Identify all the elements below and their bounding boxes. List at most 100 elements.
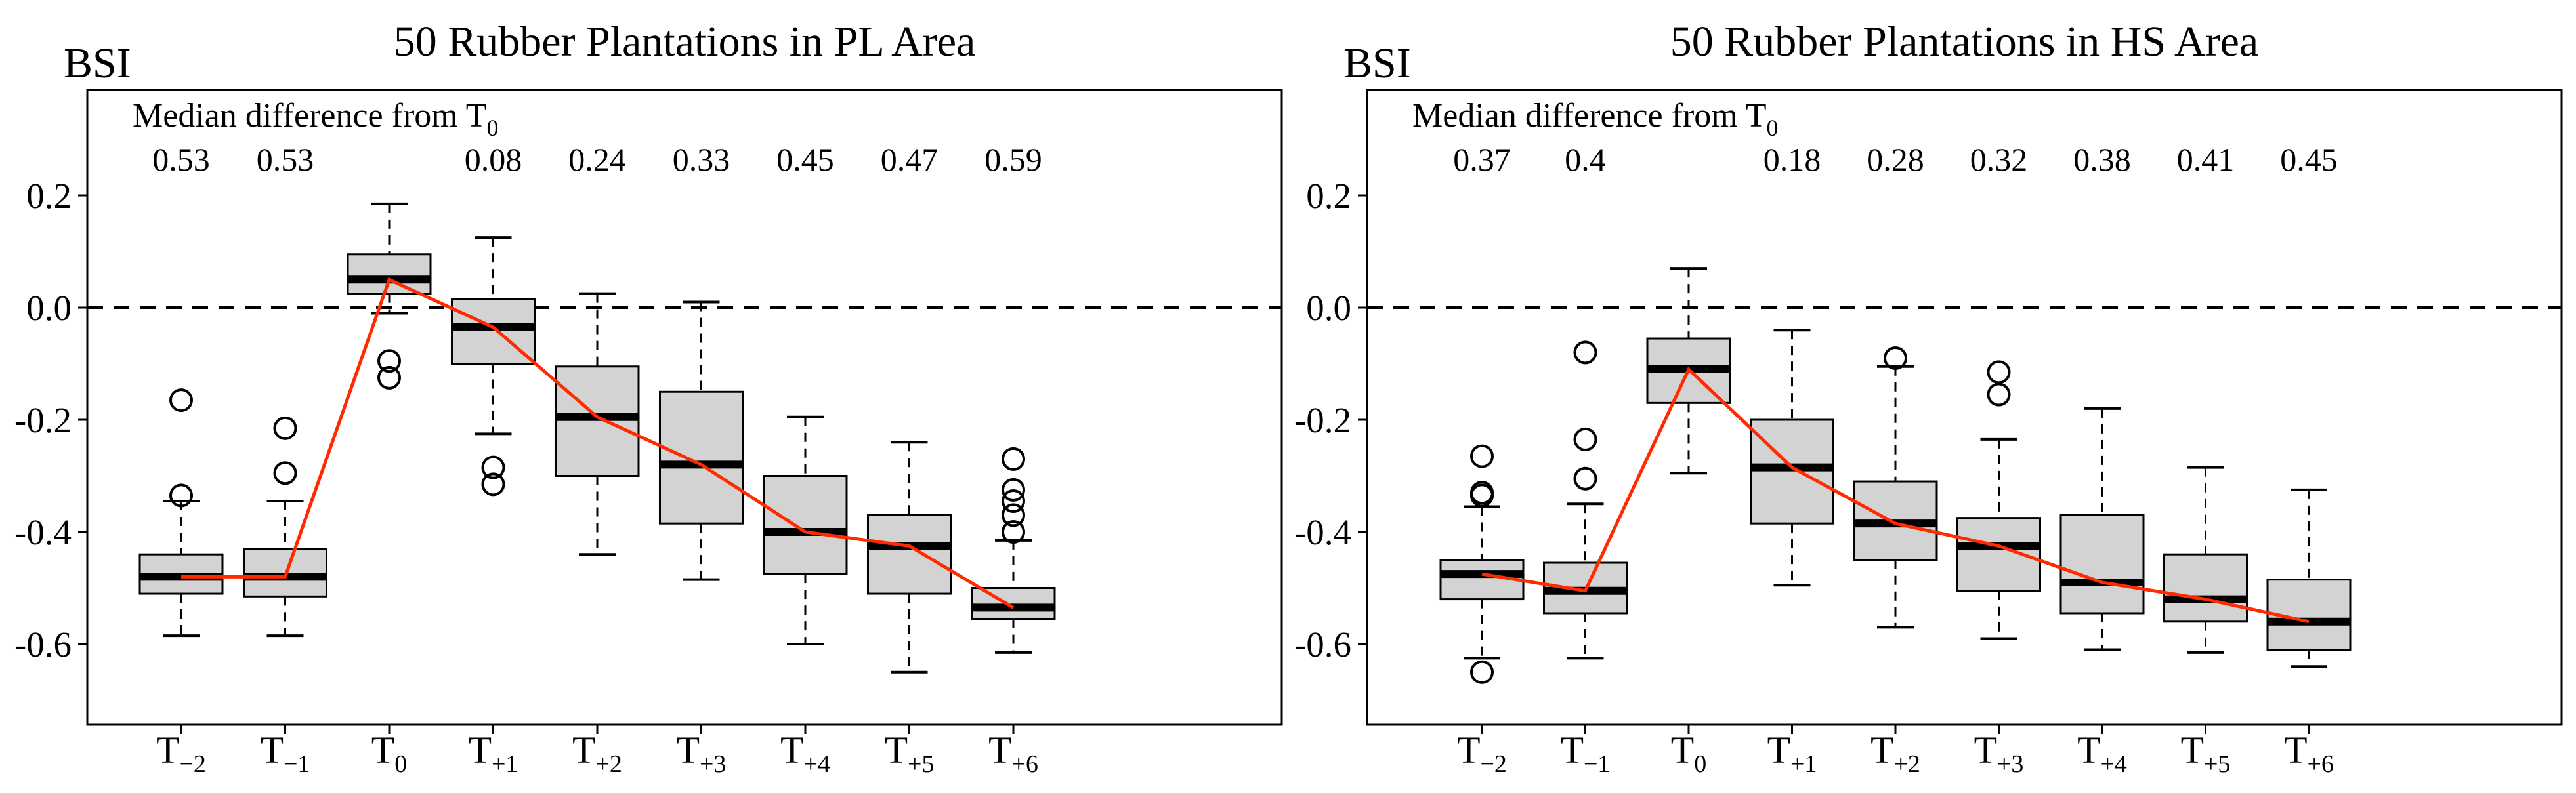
outlier-point: [1575, 342, 1596, 363]
median-difference-value: 0.59: [984, 141, 1042, 178]
median-difference-label-text: Median difference from T: [1412, 97, 1767, 134]
y-tick-label: -0.6: [1294, 624, 1351, 664]
y-axis-label: BSI: [64, 39, 131, 87]
x-tick-label-base: T: [469, 729, 492, 771]
outlier-point: [1989, 361, 2010, 382]
outlier-point: [1989, 384, 2010, 405]
x-tick-label: T0: [371, 729, 407, 778]
boxplot-9: [972, 449, 1055, 653]
box-iqr: [2164, 554, 2247, 622]
x-tick-label-base: T: [780, 729, 803, 771]
x-tick-label-sub: −2: [180, 750, 206, 778]
x-tick-label-sub: +1: [1790, 750, 1817, 778]
box-iqr: [764, 476, 847, 575]
x-tick-label-base: T: [677, 729, 700, 771]
x-tick-label-base: T: [1870, 729, 1893, 771]
median-difference-value: 0.32: [1970, 141, 2028, 178]
x-tick-label-sub: −1: [1584, 750, 1610, 778]
outlier-point: [1471, 446, 1492, 467]
x-tick-label-sub: +5: [908, 750, 934, 778]
plot-frame: [1367, 90, 2562, 725]
x-tick-label-base: T: [885, 729, 908, 771]
y-tick-label: -0.2: [14, 400, 72, 440]
y-tick-label: 0.0: [26, 288, 72, 328]
outlier-point: [1575, 429, 1596, 450]
x-tick-label-sub: +3: [1997, 750, 2023, 778]
x-tick-label-sub: +4: [804, 750, 830, 778]
median-difference-label-text: Median difference from T: [133, 97, 487, 134]
x-tick-label-base: T: [2181, 729, 2204, 771]
x-tick-label-base: T: [1767, 729, 1790, 771]
y-tick-label: 0.0: [1306, 288, 1351, 328]
x-tick-label: T+3: [1974, 729, 2024, 778]
x-tick-label-sub: +6: [1012, 750, 1038, 778]
y-tick-label: -0.6: [14, 624, 72, 664]
x-tick-label: T+4: [2077, 729, 2127, 778]
plot-content: 0.20.0-0.2-0.4-0.6T−20.37T−10.4T0 T+10.18…: [1294, 141, 2562, 778]
x-tick-label-base: T: [1671, 729, 1694, 771]
box-iqr: [556, 367, 639, 476]
x-tick-label-sub: +5: [2204, 750, 2230, 778]
x-tick-label: T+3: [677, 729, 727, 778]
median-difference-label: Median difference from T0: [1412, 97, 1779, 141]
median-difference-value: 0.47: [881, 141, 939, 178]
x-tick-label-base: T: [156, 729, 179, 771]
boxplot-4: [452, 237, 535, 495]
median-difference-value: 0.53: [152, 141, 210, 178]
boxplot-8: [868, 442, 951, 672]
x-tick-label-base: T: [2077, 729, 2100, 771]
y-tick-label: -0.4: [1294, 512, 1351, 552]
x-tick-label: T−1: [1561, 729, 1611, 778]
figure: 50 Rubber Plantations in PL Area BSI Med…: [0, 0, 2576, 793]
x-tick-label-base: T: [371, 729, 394, 771]
x-tick-label-base: T: [1561, 729, 1584, 771]
boxplot-7: [2061, 409, 2143, 650]
chart-title: 50 Rubber Plantations in PL Area: [394, 18, 976, 66]
outlier-point: [1471, 662, 1492, 683]
outlier-point: [171, 390, 192, 411]
median-difference-value: 0.4: [1565, 141, 1606, 178]
y-tick-label: -0.2: [1294, 400, 1351, 440]
x-tick-label-sub: −2: [1481, 750, 1507, 778]
x-tick-label: T+4: [780, 729, 830, 778]
x-tick-label-sub: +6: [2308, 750, 2334, 778]
x-tick-label-base: T: [1457, 729, 1480, 771]
chart-title: 50 Rubber Plantations in HS Area: [1670, 18, 2258, 66]
y-axis-label: BSI: [1343, 39, 1411, 87]
median-difference-value: 0.33: [673, 141, 730, 178]
x-tick-label: T−2: [156, 729, 206, 778]
median-difference-value: 0.38: [2073, 141, 2131, 178]
x-tick-label-sub: 0: [1694, 750, 1706, 778]
x-tick-label-sub: 0: [394, 750, 407, 778]
x-tick-label: T+5: [2181, 729, 2231, 778]
median-difference-value: 0.18: [1763, 141, 1821, 178]
boxplot-1: [140, 390, 222, 636]
x-tick-label: T+2: [1870, 729, 1920, 778]
x-tick-label-sub: −1: [284, 750, 310, 778]
median-difference-value: 0.45: [776, 141, 834, 178]
x-tick-label-sub: +2: [1894, 750, 1920, 778]
box-iqr: [972, 588, 1055, 619]
box-iqr: [2061, 515, 2143, 613]
median-difference-value: 0.45: [2280, 141, 2338, 178]
boxplot-6: [1958, 361, 2040, 638]
median-difference-value: 0.28: [1867, 141, 1924, 178]
median-difference-value: 0.53: [257, 141, 314, 178]
median-difference-value: 0.08: [465, 141, 522, 178]
boxplot-5: [556, 294, 639, 555]
x-tick-label-sub: +4: [2101, 750, 2127, 778]
y-tick-label: 0.2: [26, 176, 72, 216]
boxplot-2: [1544, 342, 1627, 658]
x-tick-label-sub: +2: [596, 750, 622, 778]
boxplot-9: [2268, 490, 2350, 666]
x-tick-label: T+1: [469, 729, 518, 778]
box-iqr: [868, 515, 951, 594]
x-tick-label: T−1: [261, 729, 310, 778]
boxplot-1: [1441, 446, 1523, 683]
median-difference-label-sub: 0: [487, 115, 499, 141]
x-tick-label: T+1: [1767, 729, 1817, 778]
x-tick-label-sub: +3: [700, 750, 726, 778]
box-iqr: [1958, 518, 2040, 591]
median-difference-value: 0.41: [2177, 141, 2235, 178]
